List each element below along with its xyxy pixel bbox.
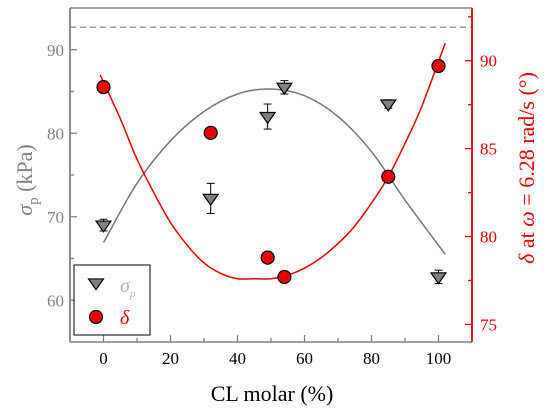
data-point-circle (203, 125, 218, 140)
legend-label-subscript: p (129, 288, 136, 300)
fit-curve-series-0 (102, 88, 446, 255)
tick-labels: 0 20 40 60 80 100 60 70 80 90 75 80 85 90 (47, 41, 497, 368)
y-right-tick-label: 75 (480, 315, 497, 334)
y-axis-title-right-prefix: δ (514, 253, 539, 264)
y-left-tick-label: 90 (47, 41, 64, 60)
x-axis-title: CL molar (%) (211, 381, 334, 406)
data-point-triangle (202, 193, 220, 207)
data-point-circle (96, 80, 111, 95)
data-point-triangle (275, 82, 294, 96)
legend-box (73, 264, 151, 336)
data-point-circle (381, 169, 396, 184)
y-axis-title-right-rest: = 6.28 rad/s (°) (514, 72, 539, 211)
legend-label: δ (120, 307, 130, 329)
y-axis-title-left-unit: (kPa) (12, 144, 37, 197)
y-axis-title-right-omega: ω (514, 211, 539, 227)
data-point-circle (277, 269, 292, 285)
x-tick-label: 40 (229, 349, 246, 368)
fit-curve-series-1 (99, 42, 446, 280)
data-point-triangle (259, 111, 277, 125)
y-left-tick-label: 70 (47, 208, 64, 227)
x-tick-label: 20 (162, 349, 179, 368)
y-left-tick-label: 80 (47, 124, 64, 143)
x-tick-label: 0 (99, 349, 108, 368)
data-points (94, 58, 448, 285)
legend: σpδ (73, 264, 151, 336)
y-right-tick-label: 90 (480, 52, 497, 71)
y-right-tick-label: 85 (480, 140, 497, 159)
legend-label-symbol: δ (120, 307, 130, 329)
y-right-tick-label: 80 (480, 228, 497, 247)
y-axis-title-right-middle: at (514, 227, 539, 254)
data-point-triangle (94, 220, 113, 233)
y-axis-title-right: δ at ω = 6.28 rad/s (°) (514, 72, 539, 264)
y-left-tick-label: 60 (47, 291, 64, 310)
data-point-circle (260, 250, 275, 265)
legend-marker-triangle (87, 278, 105, 291)
x-tick-label: 80 (363, 349, 380, 368)
legend-label-symbol: σ (120, 275, 131, 297)
data-point-triangle (429, 272, 448, 285)
x-tick-label: 100 (426, 349, 452, 368)
y-axis-title-left-subscript: p (26, 197, 42, 205)
data-point-circle (431, 58, 446, 74)
y-axis-title-left: σp (kPa) (12, 144, 42, 216)
legend-marker-circle (88, 309, 104, 325)
data-point-triangle (379, 99, 397, 112)
y-axis-title-left-symbol: σ (12, 204, 37, 216)
legend-label: σp (120, 275, 136, 300)
x-tick-label: 60 (296, 349, 313, 368)
fit-curves (99, 42, 446, 280)
